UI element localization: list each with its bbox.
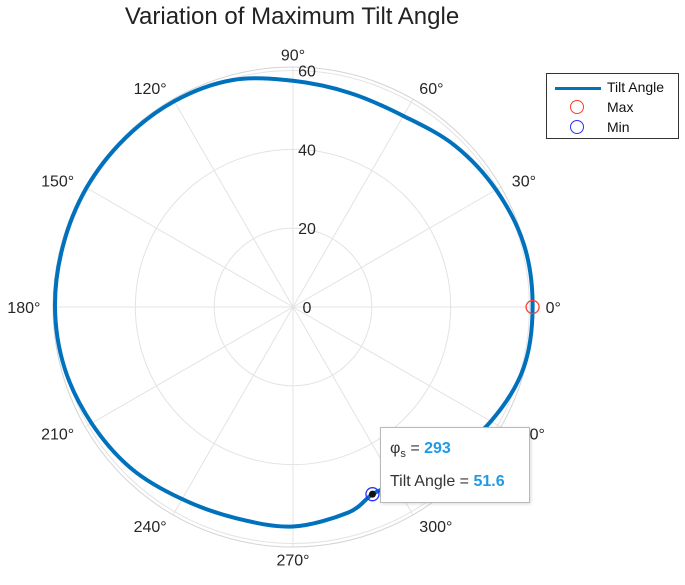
grid-spoke — [84, 186, 294, 308]
theta-tick-label: 300° — [419, 519, 452, 536]
datatip-theta-value: 293 — [424, 440, 451, 457]
max-marker-swatch — [570, 100, 584, 114]
theta-tick-label: 210° — [41, 426, 74, 443]
r-tick-label: 20 — [298, 221, 316, 238]
legend-item-min: Min — [547, 118, 678, 138]
r-tick-label: 0 — [303, 300, 312, 317]
max-marker — [525, 299, 540, 315]
legend-label-tilt-angle: Tilt Angle — [607, 79, 665, 95]
grid-spoke — [292, 306, 502, 428]
data-tip: φs = 293 Tilt Angle = 51.6 — [380, 427, 530, 503]
datatip-theta-subscript: s — [400, 448, 406, 460]
grid-spoke — [172, 98, 294, 308]
r-tick-label: 40 — [298, 142, 316, 159]
legend-item-tilt-angle: Tilt Angle — [547, 78, 678, 98]
grid-ring — [134, 148, 452, 466]
legend-line-swatch — [555, 87, 601, 90]
datatip-theta-row: φs = 293 — [390, 440, 451, 460]
tick-layer: 0°30°60°90°120°150°180°210°240°270°300°3… — [7, 47, 561, 569]
datatip-r-row: Tilt Angle = 51.6 — [390, 473, 505, 490]
theta-tick-label: 30° — [512, 174, 536, 191]
grid-ring — [213, 227, 373, 387]
theta-tick-label: 90° — [281, 47, 305, 64]
theta-tick-label: 60° — [419, 81, 443, 98]
legend-label-max: Max — [607, 99, 634, 115]
theta-tick-label: 150° — [41, 174, 74, 191]
marker-layer — [365, 299, 540, 502]
min-marker-swatch — [570, 120, 584, 134]
legend-item-max: Max — [547, 98, 678, 118]
theta-tick-label: 0° — [546, 300, 561, 317]
theta-tick-label: 270° — [276, 553, 309, 570]
theta-tick-label: 120° — [134, 81, 167, 98]
grid-spoke — [292, 186, 502, 308]
grid-spoke — [84, 306, 294, 428]
legend-label-min: Min — [607, 119, 630, 135]
datatip-r-label: Tilt Angle — [390, 473, 456, 490]
datatip-theta-label: φ — [390, 440, 401, 457]
grid-spoke — [172, 306, 294, 516]
chart-title: Variation of Maximum Tilt Angle — [125, 3, 459, 30]
min-marker — [365, 487, 380, 502]
datatip-anchor-dot — [368, 490, 376, 498]
legend: Tilt Angle Max Min — [546, 73, 679, 139]
grid-spoke — [292, 98, 414, 308]
theta-tick-label: 240° — [134, 519, 167, 536]
theta-tick-label: 180° — [7, 300, 40, 317]
datatip-r-value: 51.6 — [473, 473, 505, 490]
r-tick-label: 60 — [298, 64, 316, 81]
